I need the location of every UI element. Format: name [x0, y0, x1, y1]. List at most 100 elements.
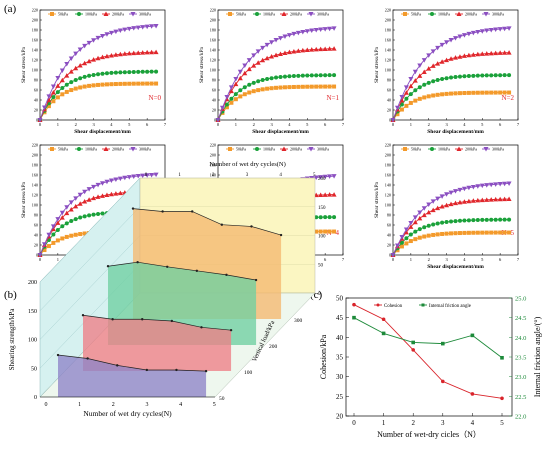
legend-label: 200kPa [465, 147, 477, 152]
y-tick-label: 180 [385, 163, 391, 168]
data-point [246, 58, 252, 63]
data-point [435, 78, 440, 83]
data-point [318, 73, 323, 78]
data-point [59, 77, 65, 83]
data-point [91, 212, 96, 217]
data-point [457, 231, 462, 236]
data-point [502, 217, 507, 222]
data-point [480, 90, 485, 95]
y2-tick-label: 22.0 [515, 414, 526, 421]
data-point [475, 73, 480, 78]
grid-line [39, 177, 141, 283]
data-point [251, 80, 256, 85]
data-point [461, 199, 467, 204]
y-axis-label: Shear stress/kPa [21, 181, 27, 217]
y-tick-label: 140 [210, 48, 216, 53]
data-point [144, 173, 150, 178]
data-point [86, 40, 92, 46]
data-point [470, 30, 476, 36]
x-axis-label: Number of wet-dry cicles（N） [377, 430, 481, 439]
data-point [273, 52, 279, 58]
data-point [498, 73, 503, 78]
legend-label: 100kPa [438, 12, 450, 17]
x-tick-label: 3 [445, 122, 448, 127]
y-tick-label: 40 [212, 98, 216, 103]
y-tick-label: 120 [32, 193, 38, 198]
data-point [403, 227, 409, 233]
data-point [122, 81, 127, 86]
x-tick-label: 4 [110, 122, 113, 127]
data-point [238, 94, 243, 99]
y-tick-label: 200 [32, 153, 38, 158]
legend-label: 100kPa [263, 12, 275, 17]
data-point [408, 77, 414, 82]
data-point [50, 224, 56, 229]
data-point [475, 51, 481, 57]
data-point [127, 70, 132, 75]
ribbon-top-50 [57, 354, 207, 372]
data-point [269, 86, 274, 91]
data-point [291, 84, 296, 89]
legend-marker [281, 146, 287, 151]
data-point [300, 84, 305, 89]
series-line-Internal friction angle [353, 317, 503, 359]
data-point [461, 186, 467, 192]
data-point [462, 74, 467, 79]
top-tick-label: 2 [212, 173, 215, 178]
data-point [404, 103, 409, 108]
data-point [426, 66, 432, 71]
data-point [149, 69, 154, 74]
data-point [313, 175, 319, 180]
legend-marker [430, 12, 434, 16]
data-point [408, 221, 414, 226]
y-tick-label: 160 [210, 38, 216, 43]
data-point [327, 46, 333, 51]
cycle-label: N=1 [326, 94, 339, 102]
legend-marker [130, 147, 136, 152]
data-point [50, 84, 56, 90]
data-point [493, 90, 498, 95]
x-tick-label: 1 [382, 419, 386, 427]
data-point [265, 86, 270, 91]
data-point [399, 102, 404, 107]
data-point [274, 75, 279, 80]
y-tick-label: 220 [32, 143, 38, 148]
y-tick-label: 45 [336, 314, 344, 322]
y-tick-label: 20 [34, 108, 38, 113]
shear-subplot-1: 0 20 40 60 80 100 120 140 160 180 200 220 0 1 2 3 4 5 6 7 Sh… [199, 8, 345, 136]
data-point [282, 85, 287, 90]
data-point [135, 174, 141, 179]
data-point [453, 55, 458, 60]
data-point [314, 215, 319, 220]
data-point [421, 69, 427, 74]
y-tick-label: 120 [210, 58, 216, 63]
data-point [140, 173, 146, 179]
data-point [291, 31, 297, 37]
y-tick-label: 200 [385, 18, 391, 23]
plot-frame [39, 9, 166, 121]
data-point [506, 196, 512, 202]
data-point [466, 74, 471, 79]
data-point [131, 81, 136, 86]
data-point [461, 53, 467, 58]
x-tick-label: 4 [179, 402, 182, 408]
y-tick-label: 140 [385, 183, 391, 188]
data-point [46, 244, 51, 249]
x-tick-label: 0 [392, 257, 395, 262]
data-point [439, 194, 445, 199]
data-point [449, 75, 454, 80]
back-tick-label: 0 [318, 292, 321, 297]
data-point [449, 91, 454, 96]
data-point [87, 83, 92, 88]
y-tick-label: 0 [36, 118, 38, 123]
y-tick-label: 200 [32, 18, 38, 23]
load-tick-label: 300 [294, 318, 303, 324]
data-point [149, 24, 155, 29]
data-point [466, 185, 472, 191]
y-tick-label: 40 [336, 334, 344, 342]
data-point [305, 73, 310, 78]
data-point [224, 102, 229, 107]
y-tick-label: 160 [210, 173, 216, 178]
data-point [246, 66, 252, 72]
data-point [64, 62, 70, 67]
